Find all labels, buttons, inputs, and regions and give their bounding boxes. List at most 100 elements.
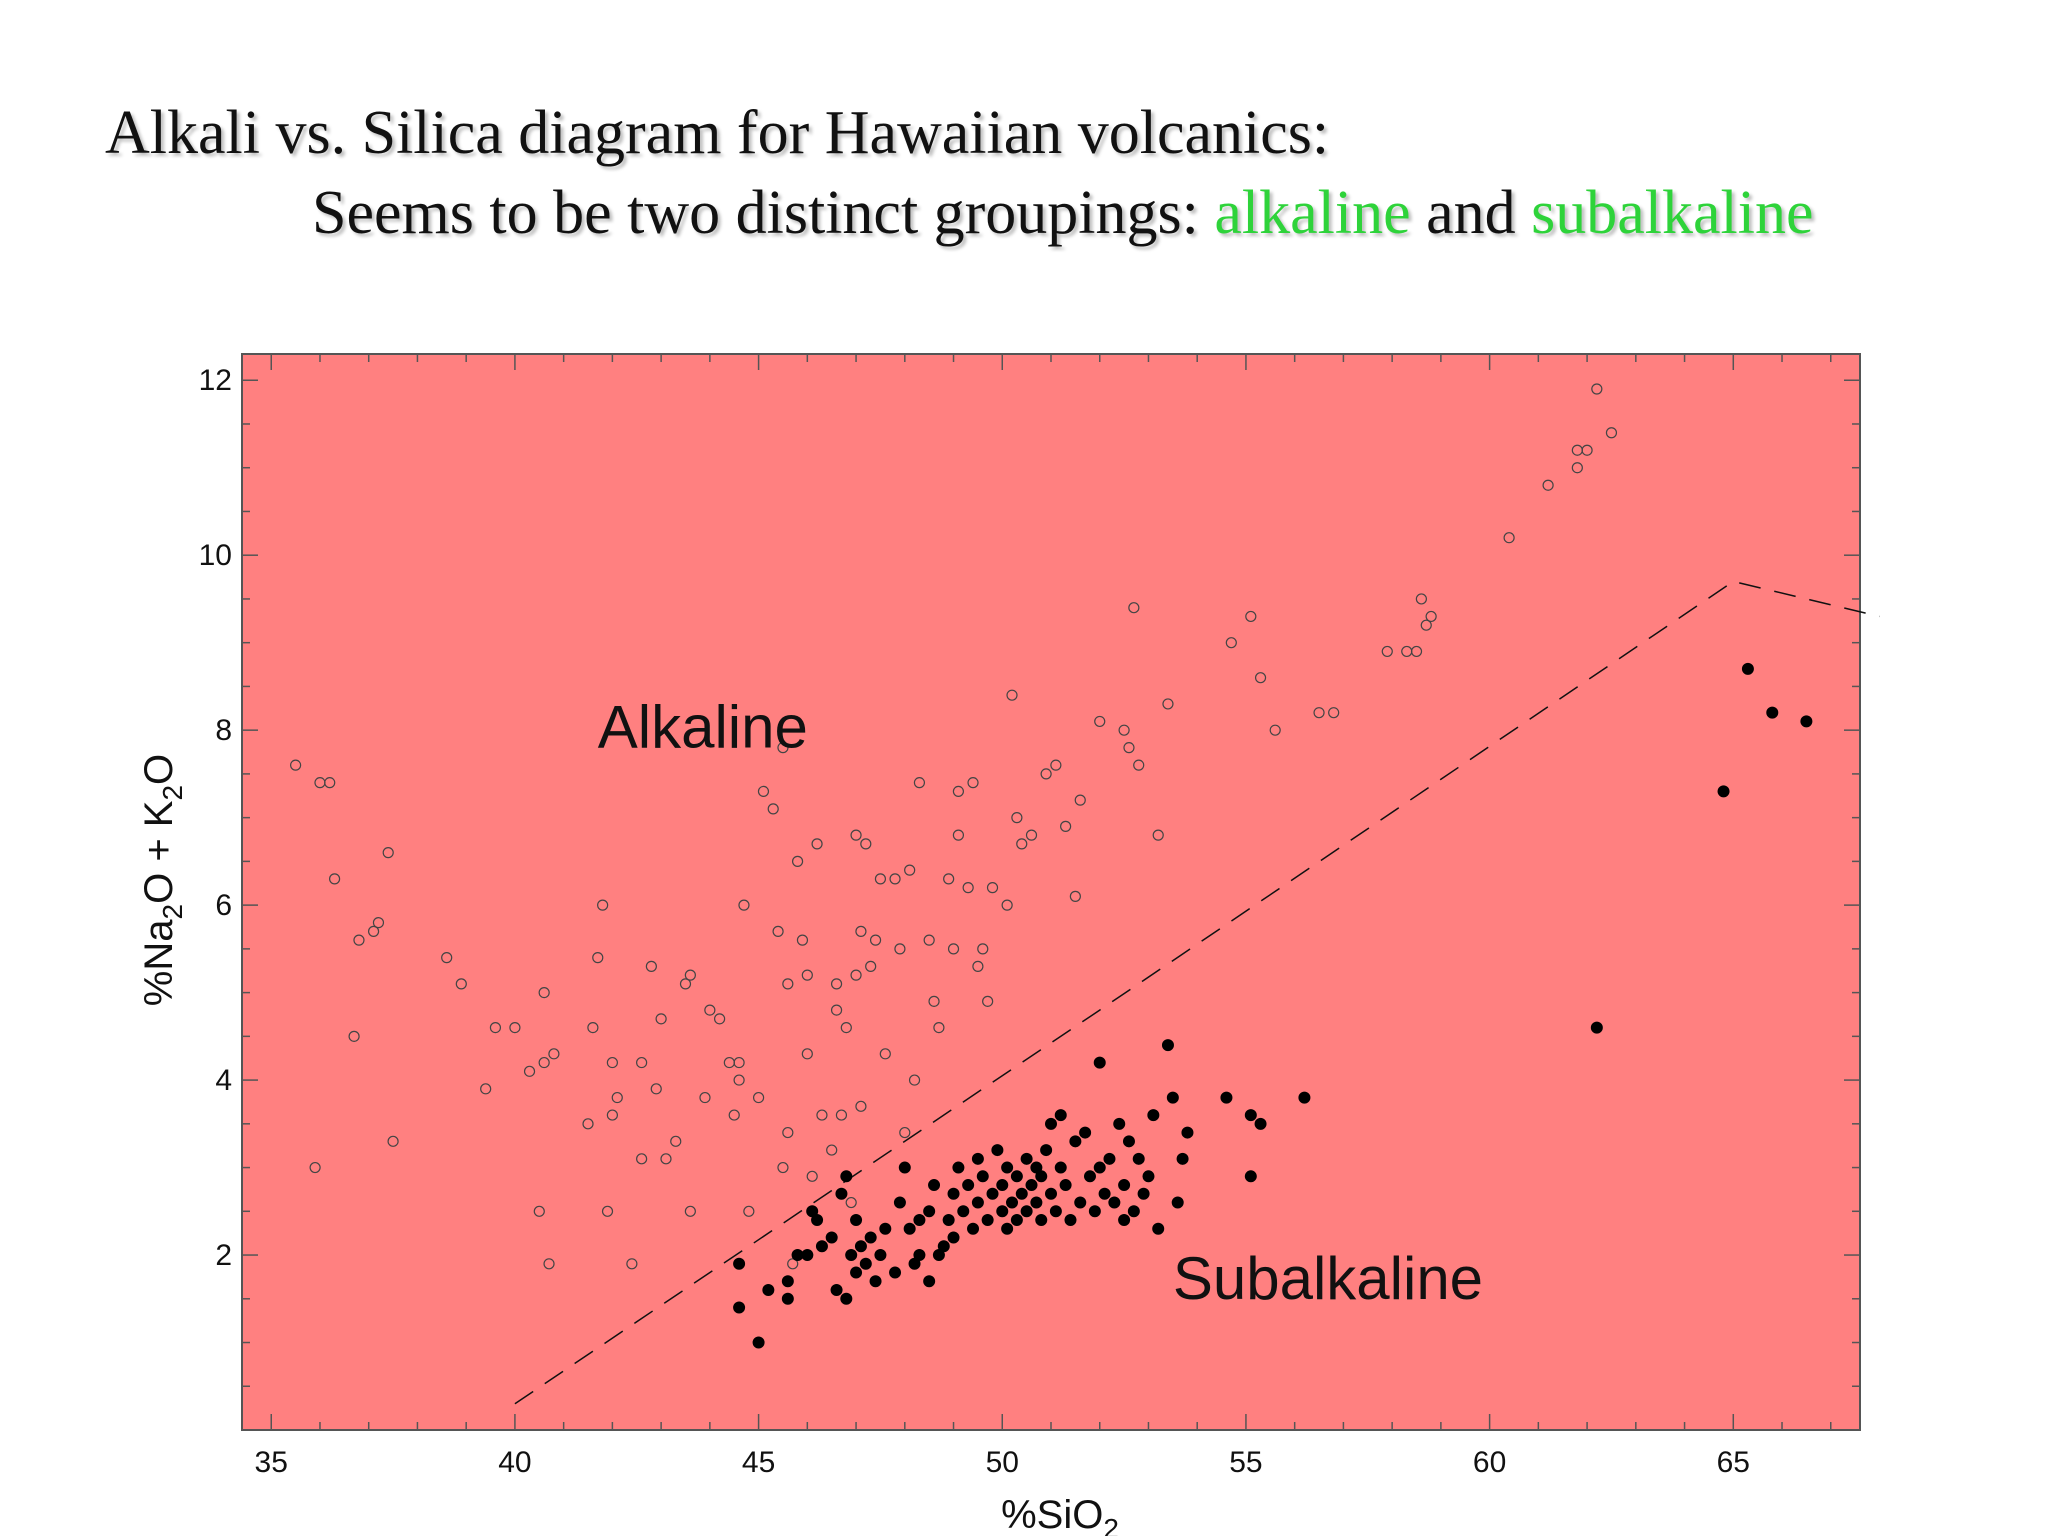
- axis-tick-labels: 35 40 45 50 55 60 65 2 4 6 8 10 12: [199, 364, 1750, 1479]
- alkaline-point: [523, 1065, 536, 1077]
- alkaline-point: [806, 1170, 818, 1182]
- alkaline-point: [1001, 899, 1013, 911]
- alkaline-point: [533, 1205, 545, 1217]
- x-axis-label: %SiO2: [1001, 1493, 1119, 1536]
- alkaline-point: [850, 829, 862, 841]
- annotations: Alkaline Subalkaline: [598, 694, 1483, 1312]
- subalkaline-point: [1113, 1117, 1126, 1130]
- alkaline-point: [986, 882, 999, 894]
- alkaline-point: [933, 1021, 945, 1034]
- subalkaline-point: [1098, 1187, 1111, 1200]
- subalkaline-point: [1074, 1196, 1087, 1209]
- data-points: [290, 383, 1813, 1349]
- x-tick-label: 45: [742, 1446, 775, 1479]
- alkaline-point: [660, 1153, 672, 1165]
- subalkaline-point: [947, 1187, 960, 1200]
- subalkaline-point: [801, 1249, 814, 1262]
- alkaline-point: [309, 1161, 321, 1174]
- alkaline-point: [387, 1135, 399, 1147]
- alkaline-point: [855, 925, 867, 937]
- subalkaline-point: [1054, 1109, 1067, 1122]
- alkaline-point: [830, 978, 843, 990]
- subalkaline-point: [1176, 1152, 1189, 1165]
- subalkaline-point: [845, 1249, 858, 1262]
- subalkaline-point: [1010, 1214, 1023, 1227]
- alkaline-point: [1069, 890, 1081, 902]
- alkaline-point: [733, 1074, 745, 1086]
- alkaline-point: [597, 899, 609, 911]
- alkaline-point: [767, 803, 779, 815]
- x-tick-label: 40: [498, 1446, 531, 1479]
- subalkaline-point: [1093, 1161, 1106, 1174]
- alkaline-point: [611, 1091, 623, 1104]
- subalkaline-point: [1010, 1170, 1023, 1183]
- title-subalkaline-word: subalkaline: [1531, 179, 1814, 247]
- alkaline-point: [1503, 532, 1515, 544]
- subalkaline-point: [1152, 1222, 1165, 1235]
- subalkaline-point: [1093, 1056, 1106, 1069]
- subalkaline-point: [957, 1205, 970, 1218]
- alkaline-point: [372, 917, 385, 929]
- alkaline-point: [787, 1258, 799, 1270]
- alkaline-point: [972, 960, 984, 972]
- subalkaline-point: [1244, 1109, 1257, 1122]
- alkaline-point: [1025, 829, 1038, 841]
- subalkaline-point: [859, 1257, 872, 1270]
- alkaline-point: [855, 1100, 867, 1112]
- alkaline-point: [1133, 759, 1145, 771]
- subalkaline-point: [1064, 1214, 1077, 1227]
- alkaline-point: [1060, 820, 1072, 832]
- alkaline-point: [1016, 838, 1028, 850]
- alkaline-point: [845, 1196, 857, 1209]
- subalkaline-point: [967, 1222, 980, 1235]
- subalkaline-point: [752, 1336, 765, 1349]
- subalkaline-point: [893, 1196, 906, 1209]
- y-tick-label: 8: [215, 714, 232, 747]
- alkaline-point: [1245, 610, 1257, 623]
- alkaline-point: [636, 1056, 648, 1069]
- subalkaline-point: [889, 1266, 902, 1279]
- x-tick-label: 60: [1473, 1446, 1506, 1479]
- alkaline-point: [928, 995, 940, 1007]
- subalkaline-point: [1069, 1135, 1082, 1148]
- alkaline-point: [1118, 724, 1130, 736]
- subalkaline-point: [1171, 1196, 1184, 1209]
- subalkaline-point: [923, 1275, 936, 1288]
- alkaline-point: [791, 855, 804, 867]
- region-label: Subalkaline: [1173, 1245, 1483, 1312]
- alkaline-point: [923, 934, 935, 946]
- alkaline-point: [538, 1056, 550, 1069]
- alkaline-point: [952, 785, 965, 797]
- alkaline-point: [679, 978, 692, 990]
- alkaline-point: [777, 742, 789, 754]
- alkaline-point: [811, 838, 823, 850]
- alkaline-point: [1425, 610, 1437, 623]
- alkaline-point: [1571, 462, 1583, 474]
- alkaline-point: [543, 1258, 555, 1270]
- subalkaline-point: [815, 1240, 828, 1253]
- alkaline-point: [1123, 742, 1135, 754]
- subalkaline-point: [1030, 1196, 1043, 1209]
- subalkaline-point: [986, 1187, 999, 1200]
- subalkaline-point: [1166, 1091, 1179, 1104]
- alkaline-point: [952, 829, 965, 841]
- slide-title-line2: Seems to be two distinct groupings: alka…: [312, 178, 1814, 249]
- alkaline-point: [1128, 602, 1140, 614]
- alkaline-point: [865, 960, 877, 972]
- alkaline-point: [908, 1074, 921, 1086]
- alkaline-point: [1011, 812, 1023, 824]
- subalkaline-point: [1181, 1126, 1194, 1139]
- title-and: and: [1410, 179, 1532, 247]
- subalkaline-point: [976, 1170, 989, 1183]
- subalkaline-point: [879, 1222, 892, 1235]
- alkaline-point: [782, 978, 794, 990]
- subalkaline-point: [1118, 1214, 1131, 1227]
- alkaline-point: [650, 1083, 662, 1095]
- alkaline-point: [684, 1205, 696, 1217]
- subalkaline-point: [1025, 1179, 1038, 1192]
- subalkaline-point: [850, 1266, 863, 1279]
- alkaline-point: [1581, 444, 1593, 456]
- alkaline-point: [1410, 645, 1423, 658]
- alkaline-point: [1605, 427, 1618, 439]
- subalkaline-point: [898, 1161, 911, 1174]
